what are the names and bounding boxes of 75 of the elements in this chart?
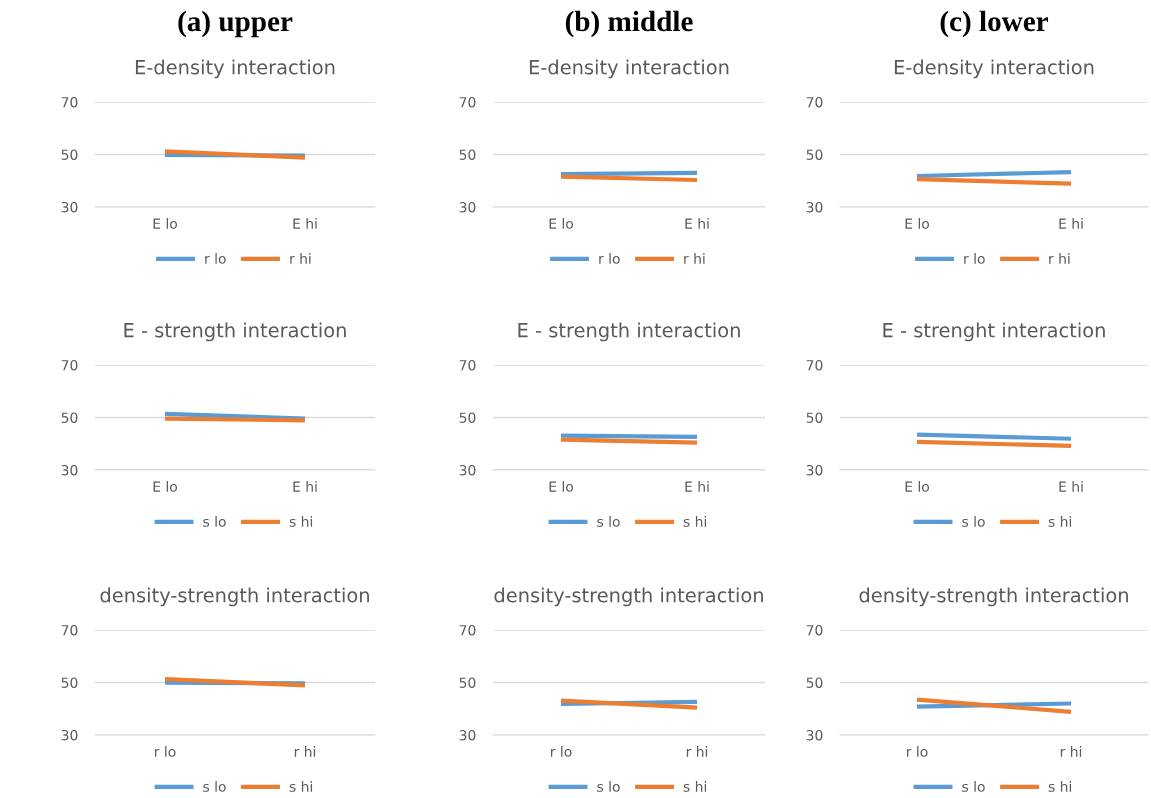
y-tick-label: 50 (61, 149, 78, 160)
y-tick-label: 30 (806, 464, 823, 476)
x-tick-label: E hi (1059, 481, 1083, 492)
legend-label: r hi (290, 253, 311, 264)
chart-title: density-strength interaction (494, 587, 763, 607)
legend-label: s hi (1048, 781, 1072, 792)
legend-label: r hi (1049, 253, 1070, 264)
legend-label: r hi (684, 253, 705, 264)
y-tick-label: 70 (459, 96, 476, 108)
chart-title: (c) lower (940, 10, 1049, 38)
x-tick-label: r hi (294, 746, 316, 757)
legend-label: s lo (962, 516, 985, 527)
x-tick-label: r lo (907, 746, 928, 757)
x-tick-label: E lo (905, 218, 930, 229)
y-tick-label: 30 (459, 464, 476, 476)
legend-label: s lo (203, 516, 226, 527)
chart-title: E - strength interaction (124, 322, 346, 342)
legend-label: r lo (599, 253, 620, 264)
y-tick-label: 70 (806, 96, 823, 108)
y-tick-label: 50 (61, 412, 78, 423)
x-tick-label: r hi (1060, 746, 1082, 757)
x-tick-label: E hi (293, 481, 317, 492)
x-tick-label: E lo (549, 481, 574, 492)
y-tick-label: 30 (61, 464, 78, 476)
y-tick-label: 70 (61, 96, 78, 108)
y-tick-label: 30 (806, 729, 823, 741)
legend-label: s hi (683, 516, 707, 527)
x-tick-label: E hi (685, 218, 709, 229)
y-tick-label: 50 (806, 677, 823, 688)
chart-title: (b) middle (565, 10, 693, 38)
y-tick-label: 70 (61, 359, 78, 371)
y-tick-label: 50 (806, 149, 823, 160)
x-tick-label: E hi (1059, 218, 1083, 229)
legend-label: s lo (597, 516, 620, 527)
y-tick-label: 70 (806, 359, 823, 371)
legend-label: s lo (203, 781, 226, 792)
legend-label: s hi (683, 781, 707, 792)
x-tick-label: r hi (686, 746, 708, 757)
y-tick-label: 50 (459, 149, 476, 160)
x-tick-label: E lo (153, 218, 178, 229)
legend-label: s hi (289, 516, 313, 527)
legend-label: s lo (962, 781, 985, 792)
y-tick-label: 50 (459, 412, 476, 423)
y-tick-label: 70 (806, 624, 823, 636)
y-tick-label: 50 (806, 412, 823, 423)
x-tick-label: E lo (153, 481, 178, 492)
legend-label: s lo (597, 781, 620, 792)
chart-subtitle: E-density interaction (529, 59, 729, 79)
chart-title: density-strength interaction (859, 587, 1128, 607)
legend-label: s hi (289, 781, 313, 792)
y-tick-label: 50 (61, 677, 78, 688)
chart-subtitle: E-density interaction (894, 59, 1094, 79)
x-tick-label: E hi (685, 481, 709, 492)
x-tick-label: r lo (551, 746, 572, 757)
x-tick-label: E hi (293, 218, 317, 229)
y-tick-label: 30 (459, 201, 476, 213)
x-tick-label: r lo (155, 746, 176, 757)
legend-label: r lo (964, 253, 985, 264)
legend-label: r lo (205, 253, 226, 264)
chart-title: (a) upper (178, 10, 293, 38)
y-tick-label: 30 (61, 201, 78, 213)
chart-subtitle: E-density interaction (135, 59, 335, 79)
y-tick-label: 30 (459, 729, 476, 741)
y-tick-label: 30 (61, 729, 78, 741)
chart-title: density-strength interaction (100, 587, 369, 607)
x-tick-label: E lo (905, 481, 930, 492)
x-tick-label: E lo (549, 218, 574, 229)
chart-title: E - strength interaction (518, 322, 740, 342)
legend-label: s hi (1048, 516, 1072, 527)
chart-title: E - strenght interaction (883, 322, 1105, 342)
y-tick-label: 70 (61, 624, 78, 636)
y-tick-label: 70 (459, 359, 476, 371)
y-tick-label: 50 (459, 677, 476, 688)
y-tick-label: 30 (806, 201, 823, 213)
y-tick-label: 70 (459, 624, 476, 636)
